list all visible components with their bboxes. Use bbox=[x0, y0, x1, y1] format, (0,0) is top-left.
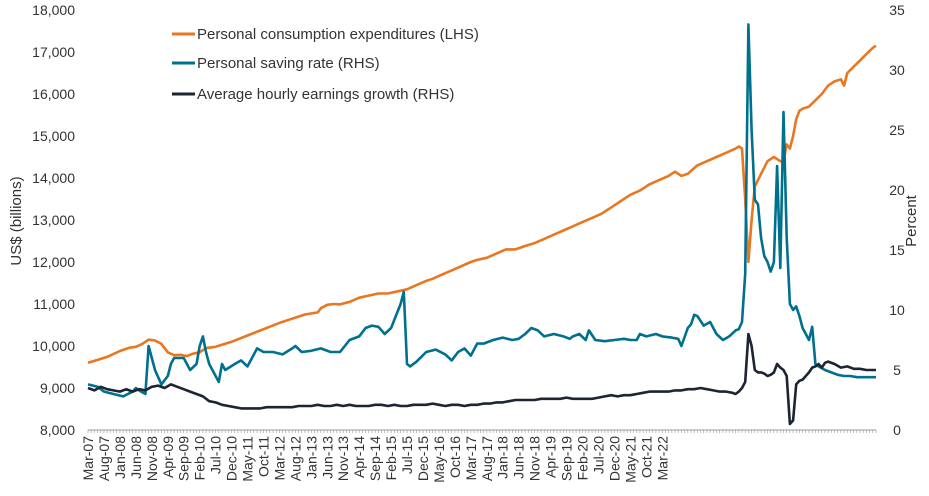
left-y-tick-label: 17,000 bbox=[32, 44, 75, 60]
legend-label: Personal consumption expenditures (LHS) bbox=[197, 26, 479, 43]
right-y-tick-label: 20 bbox=[889, 182, 905, 198]
x-tick-label: Mar-07 bbox=[80, 436, 96, 481]
left-y-tick-label: 14,000 bbox=[32, 170, 75, 186]
right-y-tick-label: 25 bbox=[889, 122, 905, 138]
y-axis-title-right: Percent bbox=[903, 194, 920, 247]
legend-label: Average hourly earnings growth (RHS) bbox=[197, 86, 454, 103]
x-tick-label: Feb-10 bbox=[192, 436, 208, 481]
right-y-tick-label: 10 bbox=[889, 302, 905, 318]
x-tick-label: Aug-17 bbox=[479, 436, 495, 481]
left-y-tick-label: 12,000 bbox=[32, 254, 75, 270]
left-y-tick-label: 11,000 bbox=[33, 296, 75, 312]
x-tick-label: Nov-18 bbox=[527, 436, 543, 481]
x-tick-label: Dec-20 bbox=[606, 436, 622, 481]
x-tick-label: Feb-20 bbox=[574, 436, 590, 481]
series-line-1 bbox=[87, 44, 877, 365]
x-tick-label: Apr-09 bbox=[160, 436, 176, 478]
x-tick-label: Oct-11 bbox=[255, 436, 271, 477]
x-tick-label: Jun-08 bbox=[128, 436, 144, 479]
x-tick-label: Jan-18 bbox=[495, 436, 511, 479]
x-tick-label: Jul-15 bbox=[399, 436, 415, 474]
left-y-tick-label: 18,000 bbox=[32, 2, 75, 18]
right-y-tick-label: 5 bbox=[893, 362, 901, 378]
right-y-axis: 0 5 10 15 20 25 30 35 bbox=[889, 2, 905, 438]
left-y-tick-label: 8,000 bbox=[40, 422, 75, 438]
x-tick-label: Jun-13 bbox=[319, 436, 335, 479]
x-tick-label: Dec-15 bbox=[415, 436, 431, 481]
x-tick-label: Oct-16 bbox=[447, 436, 463, 478]
series-line-2 bbox=[87, 23, 876, 398]
x-tick-label: Mar-22 bbox=[654, 436, 670, 481]
left-y-tick-label: 15,000 bbox=[32, 128, 75, 144]
legend-label: Personal saving rate (RHS) bbox=[197, 55, 380, 72]
left-y-tick-label: 9,000 bbox=[40, 380, 75, 396]
right-y-tick-label: 30 bbox=[889, 62, 905, 78]
x-tick-label: Mar-12 bbox=[271, 436, 287, 481]
x-tick-label: Aug-07 bbox=[96, 436, 112, 481]
x-tick-label: Jul-10 bbox=[208, 436, 224, 474]
right-y-tick-label: 15 bbox=[889, 242, 905, 258]
x-tick-label: Sep-09 bbox=[176, 436, 192, 481]
left-y-axis: 8,000 9,000 10,000 11,000 12,000 13,000 14,000… bbox=[32, 2, 75, 438]
legend: Personal consumption expenditures (LHS) P… bbox=[172, 26, 479, 103]
x-tick-label: Nov-08 bbox=[144, 436, 160, 481]
x-tick-label: Apr-14 bbox=[351, 436, 367, 478]
right-y-tick-label: 0 bbox=[893, 422, 901, 438]
series-line-3 bbox=[87, 332, 876, 426]
x-tick-label: Dec-10 bbox=[224, 436, 240, 481]
right-y-tick-label: 35 bbox=[889, 2, 905, 18]
x-tick-label: Feb-15 bbox=[383, 436, 399, 481]
x-tick-label: Sep-19 bbox=[559, 436, 575, 481]
x-tick-label: Apr-19 bbox=[543, 436, 559, 478]
left-y-tick-label: 10,000 bbox=[32, 338, 75, 354]
x-tick-label: Oct-21 bbox=[638, 436, 654, 478]
x-tick-label: Nov-13 bbox=[335, 436, 351, 481]
x-tick-label: May-11 bbox=[240, 436, 256, 482]
x-tick-label: May-16 bbox=[431, 436, 447, 483]
x-tick-label: Jul-20 bbox=[590, 436, 606, 474]
series-layer bbox=[87, 23, 877, 426]
left-y-tick-label: 16,000 bbox=[32, 86, 75, 102]
x-tick-label: Aug-12 bbox=[287, 436, 303, 481]
y-axis-title-left: US$ (billions) bbox=[8, 176, 25, 265]
x-tick-label: Sep-14 bbox=[367, 436, 383, 481]
x-tick-label: Jan-13 bbox=[303, 436, 319, 479]
x-tick-label: Jun-18 bbox=[511, 436, 527, 479]
x-tick-label: Jan-08 bbox=[112, 436, 128, 479]
left-y-tick-label: 13,000 bbox=[32, 212, 75, 228]
x-tick-label: Mar-17 bbox=[463, 436, 479, 481]
x-axis: Mar-07 Aug-07 Jan-08 Jun-08 Nov-08 Apr-09 Sep-… bbox=[80, 430, 877, 483]
x-tick-label: May-21 bbox=[622, 436, 638, 483]
